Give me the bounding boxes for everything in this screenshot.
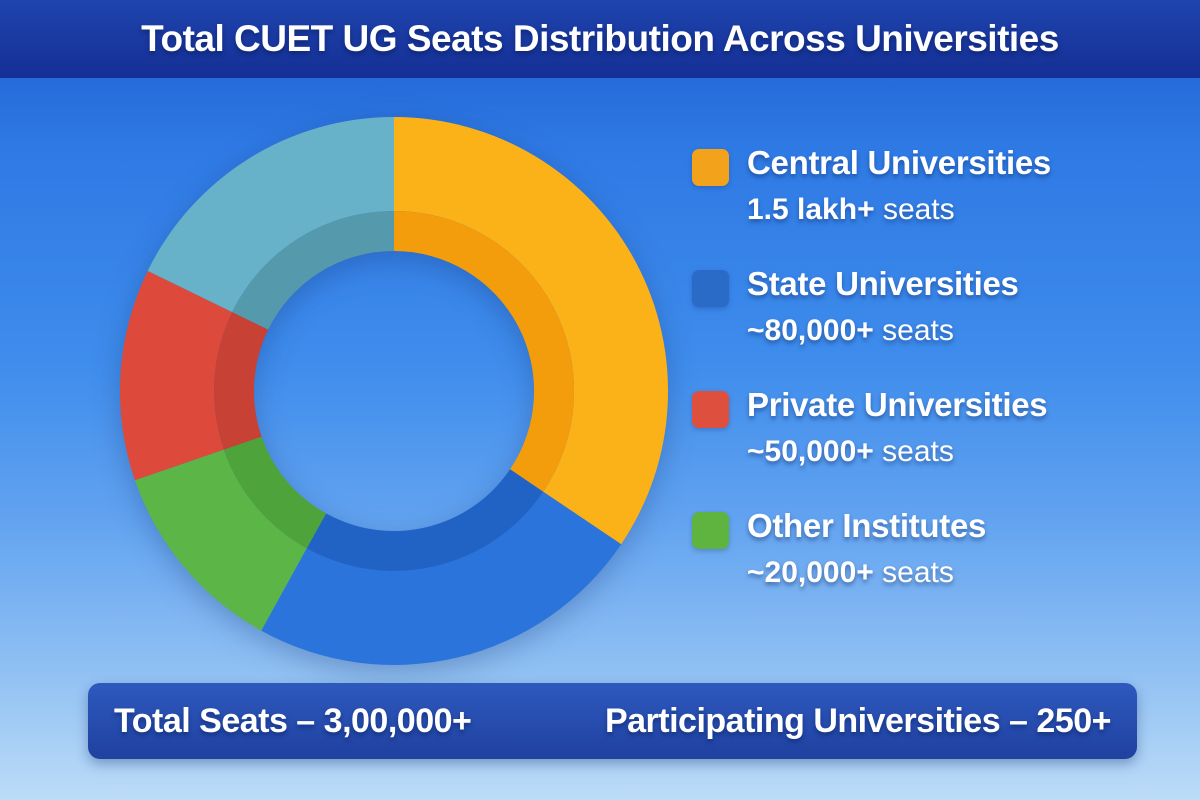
participating-universities-text: Participating Universities – 250+	[604, 701, 1112, 740]
legend-item-other-institutes: Other Institutes ~20,000+ seats	[692, 503, 1051, 624]
donut-segment-unlabeled-inner	[232, 211, 394, 330]
legend-value-strong: 1.5 lakh+	[747, 193, 875, 226]
legend: Central Universities 1.5 lakh+ seats Sta…	[692, 140, 1051, 624]
legend-item-value: ~50,000+ seats	[747, 428, 1047, 476]
legend-item-label: Other Institutes	[747, 507, 987, 544]
donut-chart	[119, 117, 669, 665]
legend-value-rest: seats	[882, 193, 955, 226]
donut-segment-central-universities-outer	[394, 117, 669, 545]
donut-segment-private-universities-outer	[119, 270, 233, 481]
legend-item-label: Central Universities	[747, 144, 1051, 181]
donut-segment-state-universities-outer	[261, 491, 622, 665]
legend-item-value: ~80,000+ seats	[747, 307, 1019, 355]
legend-item-label: Private Universities	[747, 386, 1048, 423]
legend-swatch-central-universities	[692, 149, 729, 186]
donut-segment-central-universities-inner	[394, 211, 575, 492]
legend-text-block: State Universities ~80,000+ seats	[747, 261, 1019, 355]
legend-text-block: Other Institutes ~20,000+ seats	[747, 503, 986, 597]
donut-segment-other-institutes-outer	[134, 449, 307, 631]
legend-item-state-universities: State Universities ~80,000+ seats	[692, 261, 1051, 382]
legend-item-value: ~20,000+ seats	[747, 549, 986, 597]
page-title: Total CUET UG Seats Distribution Across …	[141, 18, 1059, 59]
legend-swatch-private-universities	[692, 391, 729, 428]
legend-swatch-state-universities	[692, 270, 729, 307]
donut-segment-unlabeled-outer	[147, 117, 394, 313]
total-seats-text: Total Seats – 3,00,000+	[114, 701, 472, 740]
legend-value-strong: ~80,000+	[747, 314, 874, 347]
donut-segment-other-institutes-inner	[223, 436, 327, 549]
legend-swatch-other-institutes	[692, 512, 729, 549]
legend-value-rest: seats	[882, 556, 954, 589]
legend-text-block: Private Universities ~50,000+ seats	[747, 382, 1048, 476]
legend-item-value: 1.5 lakh+ seats	[747, 186, 1051, 234]
legend-item-private-universities: Private Universities ~50,000+ seats	[692, 382, 1051, 503]
legend-value-strong: ~20,000+	[747, 556, 874, 589]
donut-segment-private-universities-inner	[213, 312, 269, 450]
legend-value-rest: seats	[882, 314, 954, 347]
legend-value-strong: ~50,000+	[747, 435, 874, 468]
legend-item-central-universities: Central Universities 1.5 lakh+ seats	[692, 140, 1051, 261]
title-bar: Total CUET UG Seats Distribution Across …	[0, 0, 1200, 78]
legend-text-block: Central Universities 1.5 lakh+ seats	[747, 140, 1051, 234]
legend-value-rest: seats	[882, 435, 954, 468]
legend-item-label: State Universities	[747, 265, 1019, 302]
footer-bar: Total Seats – 3,00,000+ Participating Un…	[88, 683, 1137, 759]
donut-segment-state-universities-inner	[306, 469, 544, 571]
